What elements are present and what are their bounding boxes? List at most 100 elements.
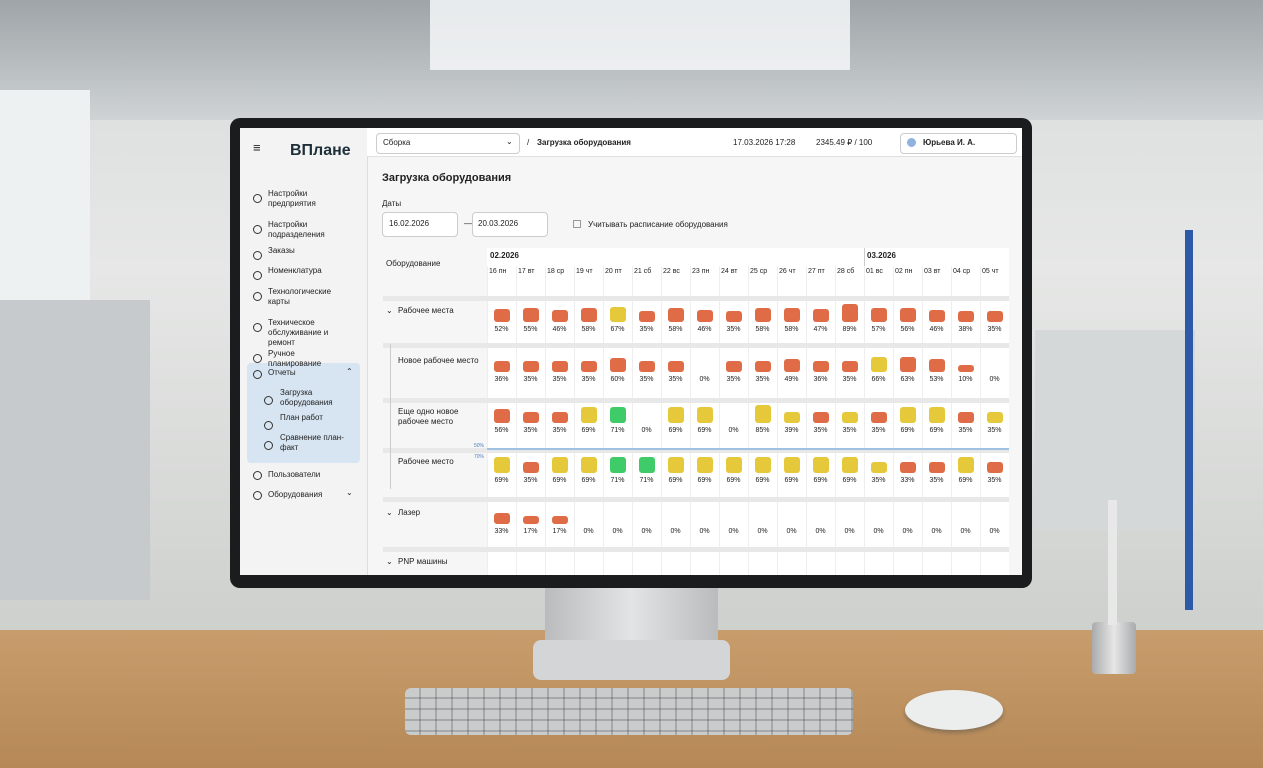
load-value: 0%	[844, 528, 855, 535]
day-label: 05 чт	[982, 268, 999, 275]
menu-item[interactable]: Настройки подразделения	[268, 220, 325, 239]
load-bar	[899, 462, 916, 473]
checkbox[interactable]	[573, 220, 581, 228]
menu-item[interactable]: Пользователи	[268, 470, 321, 479]
screen: ≡ ВПлане Сборка ⌄ / Загрузка оборудовани…	[240, 128, 1022, 575]
load-value: 0%	[931, 528, 942, 535]
load-bar	[957, 457, 974, 473]
load-bar	[928, 462, 945, 473]
submenu-item[interactable]: Загрузка оборудования	[280, 388, 333, 407]
load-value: 17%	[552, 528, 567, 535]
load-value: 33%	[494, 528, 509, 535]
day-label: 18 ср	[547, 268, 565, 275]
load-value: 35%	[842, 376, 857, 383]
load-bar	[783, 307, 800, 322]
load-value: 0%	[728, 528, 739, 535]
submenu-item[interactable]: План работ	[280, 413, 323, 422]
day-label: 26 чт	[779, 268, 796, 275]
load-value: 0%	[815, 528, 826, 535]
row-separator	[383, 296, 1009, 301]
skylight	[430, 0, 850, 70]
load-bar	[870, 308, 887, 322]
load-value: 35%	[871, 427, 886, 434]
stand	[545, 585, 718, 645]
submenu-item[interactable]: Сравнение план-факт	[280, 433, 344, 452]
month-divider	[864, 248, 865, 266]
row-separator	[383, 547, 1009, 552]
column-line	[574, 266, 575, 575]
menu-item[interactable]: Настройки предприятия	[268, 189, 316, 208]
project-select[interactable]	[376, 133, 520, 154]
day-label: 25 ср	[750, 268, 768, 275]
logo[interactable]: ВПлане	[290, 142, 351, 159]
load-value: 35%	[755, 376, 770, 383]
load-value: 35%	[842, 427, 857, 434]
menu-item[interactable]: Ручное планирование	[268, 349, 322, 368]
load-value: 69%	[726, 477, 741, 484]
dropdown-arrow: ⌄	[506, 137, 513, 146]
load-bar	[957, 364, 974, 372]
menu-item[interactable]: Отчеты	[268, 368, 296, 377]
load-value: 85%	[755, 427, 770, 434]
balance: 2345.49 ₽ / 100	[816, 138, 873, 147]
day-label: 28 сб	[837, 268, 855, 275]
load-bar	[609, 306, 626, 322]
load-bar	[667, 407, 684, 423]
user-menu[interactable]	[900, 133, 1017, 154]
threshold-label: 70%	[474, 454, 485, 460]
menu-icon	[253, 471, 262, 480]
date-from[interactable]	[382, 212, 458, 237]
load-bar	[551, 457, 568, 473]
load-bar	[928, 358, 945, 372]
menu-item[interactable]: Заказы	[268, 246, 295, 255]
row-separator	[383, 448, 1009, 453]
load-value: 0%	[902, 528, 913, 535]
load-bar	[609, 357, 626, 372]
menu-item[interactable]: Номенклатура	[268, 266, 322, 275]
load-bar	[841, 457, 858, 473]
page-title: Загрузка оборудования	[382, 172, 512, 184]
load-value: 35%	[581, 376, 596, 383]
column-line	[719, 266, 720, 575]
load-value: 0%	[960, 528, 971, 535]
load-value: 69%	[755, 477, 770, 484]
load-value: 46%	[929, 326, 944, 333]
dates-label: Даты	[382, 199, 402, 208]
menu-item[interactable]: Техническое обслуживание и ремонт	[268, 318, 329, 347]
load-value: 69%	[958, 477, 973, 484]
load-value: 35%	[726, 326, 741, 333]
menu-icon[interactable]: ≡	[253, 140, 261, 155]
threshold-line	[487, 448, 1009, 450]
column-line	[632, 266, 633, 575]
equipment-header: Оборудование	[386, 259, 441, 268]
load-value: 58%	[668, 326, 683, 333]
load-value: 63%	[900, 376, 915, 383]
equipment-name[interactable]: PNP машины	[398, 557, 448, 566]
load-value: 57%	[871, 326, 886, 333]
month-label: 03.2026	[867, 251, 896, 260]
load-bar	[522, 361, 539, 372]
machine	[1035, 330, 1195, 530]
load-value: 36%	[494, 376, 509, 383]
load-bar	[725, 361, 742, 372]
load-bar	[493, 308, 510, 322]
date-to[interactable]	[472, 212, 548, 237]
equipment-name[interactable]: Лазер	[398, 508, 421, 517]
menu-item[interactable]: Технологические карты	[268, 287, 332, 306]
day-label: 03 вт	[924, 268, 941, 275]
load-bar	[841, 361, 858, 372]
column-line	[951, 266, 952, 575]
menu-icon	[253, 271, 262, 280]
menu-item[interactable]: Оборудования	[268, 490, 323, 499]
load-bar	[638, 457, 655, 473]
equipment-name: Еще одно новое рабочее место	[398, 407, 459, 426]
window	[0, 90, 90, 310]
equipment-name[interactable]: Рабочее места	[398, 306, 454, 315]
collapse-arrow: ⌄	[386, 508, 393, 517]
day-label: 17 вт	[518, 268, 535, 275]
load-bar	[580, 457, 597, 473]
load-value: 66%	[871, 376, 886, 383]
row-separator	[383, 343, 1009, 348]
expand-arrow: ⌃	[346, 367, 353, 376]
load-value: 35%	[523, 477, 538, 484]
